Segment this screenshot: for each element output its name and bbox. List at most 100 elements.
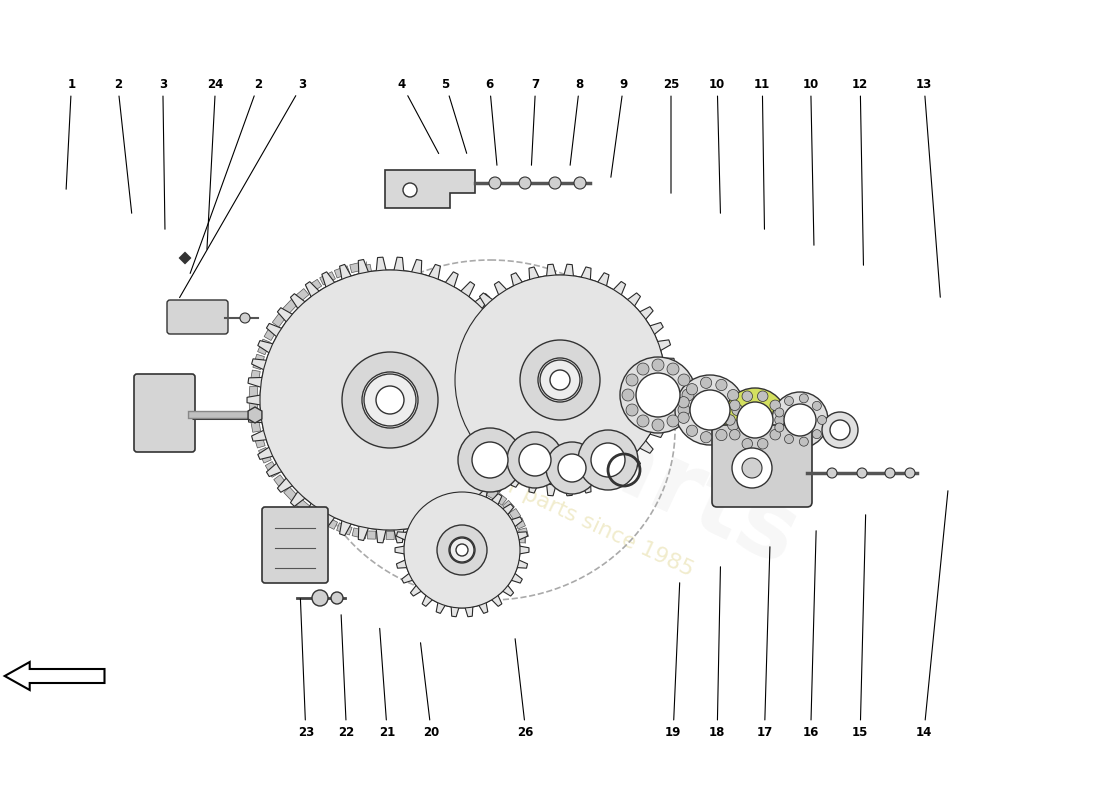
Polygon shape: [379, 354, 389, 364]
Text: 23: 23: [298, 598, 314, 738]
Text: 10: 10: [710, 78, 725, 214]
Circle shape: [742, 458, 762, 478]
Circle shape: [550, 370, 570, 390]
Circle shape: [701, 377, 712, 389]
Circle shape: [362, 372, 418, 428]
Polygon shape: [249, 407, 262, 423]
Text: 5: 5: [441, 78, 466, 154]
Polygon shape: [257, 339, 271, 354]
Text: 2: 2: [190, 78, 263, 274]
Circle shape: [678, 412, 690, 423]
Circle shape: [716, 430, 727, 441]
Circle shape: [540, 360, 580, 400]
Text: 13: 13: [916, 78, 940, 298]
Text: 3: 3: [158, 78, 167, 230]
FancyBboxPatch shape: [167, 300, 228, 334]
Polygon shape: [385, 170, 475, 208]
Circle shape: [772, 392, 828, 448]
Polygon shape: [377, 531, 385, 539]
Polygon shape: [515, 518, 526, 529]
Circle shape: [312, 590, 328, 606]
Circle shape: [770, 430, 781, 440]
Polygon shape: [364, 274, 373, 282]
Polygon shape: [407, 499, 417, 508]
FancyBboxPatch shape: [712, 425, 812, 507]
Polygon shape: [468, 482, 477, 492]
Polygon shape: [253, 433, 265, 448]
Circle shape: [538, 358, 582, 402]
Polygon shape: [507, 534, 516, 542]
Polygon shape: [386, 390, 396, 400]
Polygon shape: [471, 534, 478, 542]
Polygon shape: [250, 370, 261, 385]
Circle shape: [678, 397, 690, 408]
Circle shape: [626, 374, 638, 386]
Polygon shape: [503, 500, 515, 512]
Circle shape: [652, 359, 664, 371]
Circle shape: [240, 313, 250, 323]
Circle shape: [520, 340, 600, 420]
Polygon shape: [509, 509, 520, 520]
Text: 7: 7: [531, 78, 540, 166]
Circle shape: [472, 442, 508, 478]
Circle shape: [620, 357, 696, 433]
Circle shape: [675, 375, 745, 445]
Circle shape: [716, 379, 727, 390]
Text: 6: 6: [485, 78, 497, 166]
Circle shape: [686, 383, 697, 395]
Polygon shape: [282, 299, 297, 314]
Polygon shape: [386, 531, 394, 540]
Circle shape: [830, 420, 850, 440]
Polygon shape: [452, 533, 460, 542]
Polygon shape: [410, 500, 422, 512]
Text: 22: 22: [339, 614, 354, 738]
Circle shape: [591, 443, 625, 477]
Text: 25: 25: [663, 78, 679, 194]
Polygon shape: [295, 498, 311, 513]
Polygon shape: [337, 523, 352, 535]
Text: 15: 15: [852, 514, 868, 738]
Text: 4: 4: [397, 78, 439, 154]
Text: 3: 3: [179, 78, 307, 298]
Polygon shape: [406, 490, 415, 499]
Circle shape: [519, 177, 531, 189]
Polygon shape: [251, 418, 261, 432]
Circle shape: [774, 423, 784, 432]
Circle shape: [449, 537, 475, 563]
Text: 9: 9: [610, 78, 628, 178]
Circle shape: [507, 432, 563, 488]
Circle shape: [260, 270, 520, 530]
Circle shape: [578, 430, 638, 490]
Polygon shape: [490, 534, 497, 542]
Polygon shape: [253, 354, 264, 370]
Polygon shape: [390, 409, 399, 418]
Circle shape: [331, 592, 343, 604]
Text: 17: 17: [757, 546, 772, 738]
Circle shape: [737, 402, 773, 438]
FancyBboxPatch shape: [134, 374, 195, 452]
Text: a passion for parts since 1985: a passion for parts since 1985: [383, 420, 697, 580]
Circle shape: [455, 275, 666, 485]
Circle shape: [800, 394, 808, 403]
Text: 16: 16: [803, 530, 818, 738]
Text: 20: 20: [420, 642, 439, 738]
Polygon shape: [371, 310, 381, 318]
Text: 18: 18: [710, 566, 725, 738]
Polygon shape: [284, 487, 299, 502]
Polygon shape: [376, 337, 385, 346]
Polygon shape: [418, 493, 430, 505]
Polygon shape: [374, 327, 384, 337]
Circle shape: [770, 400, 781, 410]
Circle shape: [723, 388, 786, 452]
Circle shape: [742, 438, 752, 449]
Polygon shape: [367, 531, 376, 539]
Circle shape: [727, 390, 739, 401]
Circle shape: [813, 430, 822, 438]
Polygon shape: [398, 454, 408, 463]
Circle shape: [690, 390, 730, 430]
Polygon shape: [433, 533, 441, 541]
Text: 8: 8: [570, 78, 584, 166]
Circle shape: [686, 425, 697, 437]
Polygon shape: [362, 264, 372, 274]
Text: 21: 21: [379, 628, 395, 738]
